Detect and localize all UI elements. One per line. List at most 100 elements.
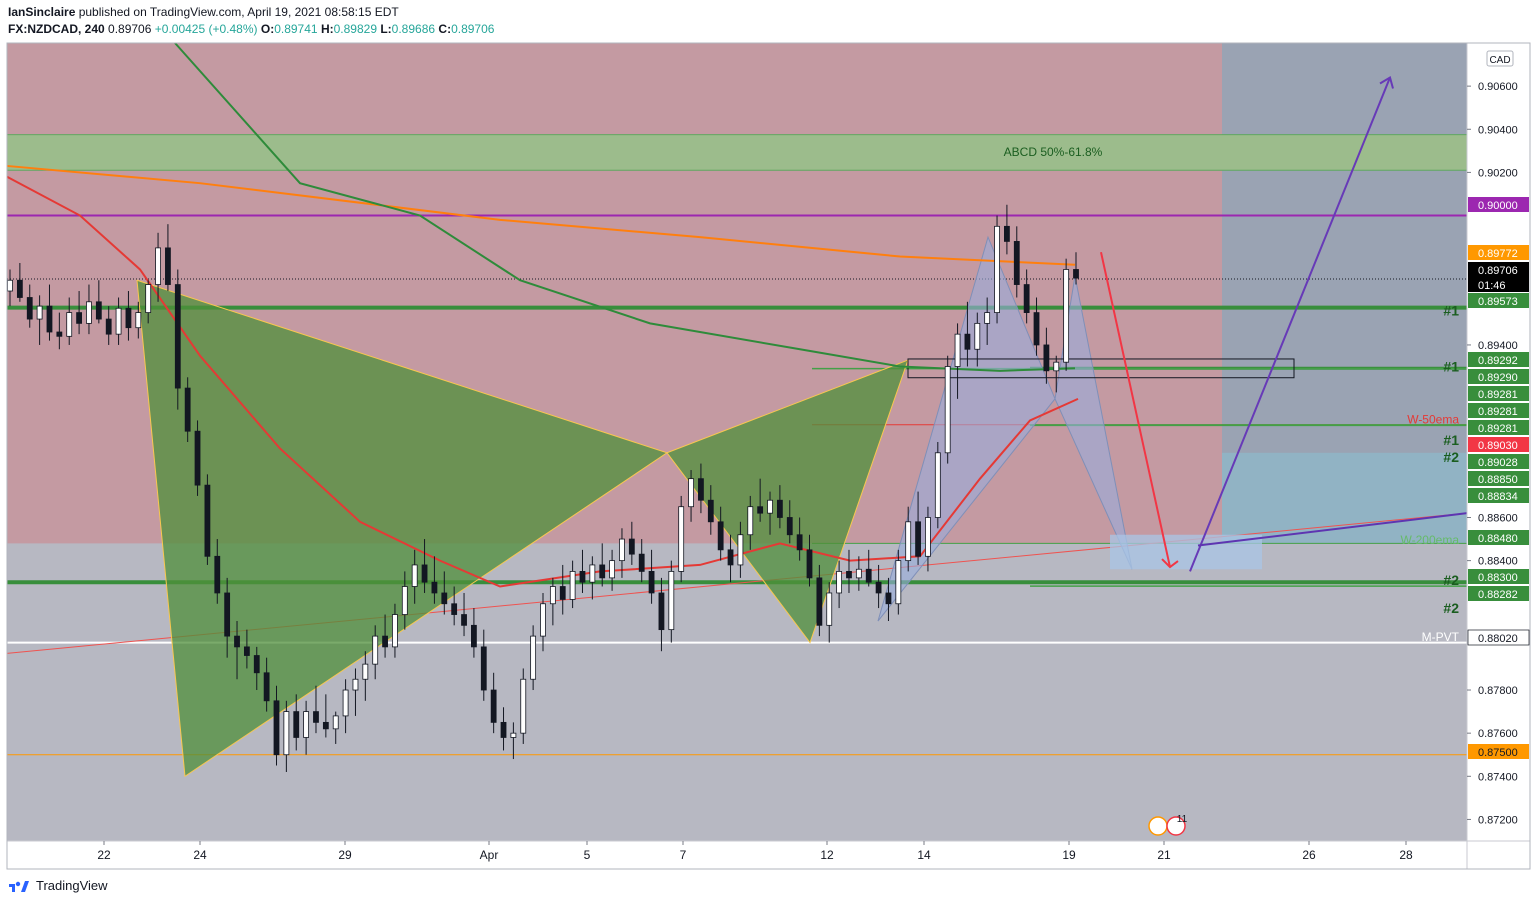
candle — [145, 280, 152, 324]
candle — [1023, 269, 1030, 324]
candle — [451, 586, 458, 626]
candle-body — [66, 312, 73, 337]
candle — [480, 629, 487, 701]
candle — [954, 323, 961, 399]
candle-body — [332, 715, 339, 730]
candle — [579, 549, 586, 593]
price-tag — [1468, 403, 1529, 418]
price-tag-label: 0.89281 — [1478, 389, 1518, 401]
candle — [855, 556, 862, 591]
candle — [737, 521, 744, 578]
candle — [540, 592, 546, 652]
candle — [1073, 252, 1079, 285]
candle — [471, 608, 477, 658]
candle-body — [293, 711, 300, 738]
candle — [362, 651, 369, 701]
candle-body — [944, 366, 951, 454]
close-value: 0.89706 — [451, 22, 495, 36]
candle-body — [283, 711, 290, 756]
candle-body — [214, 555, 221, 594]
candle-body — [599, 564, 606, 579]
candle — [609, 549, 615, 591]
candle — [747, 495, 754, 550]
candle — [964, 301, 971, 367]
candle — [490, 672, 497, 734]
candle — [549, 577, 556, 626]
x-tick-label: 12 — [820, 848, 834, 862]
candle-body — [184, 387, 191, 432]
candle — [214, 539, 221, 604]
low-label: L: — [380, 22, 392, 36]
candle-body — [26, 297, 33, 320]
candle — [836, 560, 843, 609]
candle — [421, 539, 428, 593]
candle — [698, 463, 704, 514]
candle — [36, 295, 43, 345]
ca-event-icon — [1166, 816, 1186, 836]
candle-body — [925, 517, 931, 557]
author-name[interactable]: IanSinclaire — [8, 5, 76, 19]
candle — [589, 556, 596, 600]
candle — [707, 485, 714, 535]
candle-body — [776, 499, 783, 518]
candle — [796, 517, 803, 561]
candle — [322, 694, 329, 738]
candle-body — [1063, 269, 1070, 363]
y-tick-label: 0.87800 — [1478, 685, 1518, 697]
y-tick-label: 0.88600 — [1478, 512, 1518, 524]
candle-body — [500, 721, 507, 738]
symbol-label[interactable]: FX:NZDCAD, 240 — [8, 22, 105, 36]
candle-body — [954, 333, 961, 367]
candle — [332, 711, 339, 744]
price-tag — [1468, 369, 1529, 384]
candle-body — [194, 430, 201, 486]
candle-body — [826, 592, 833, 626]
candle — [86, 284, 92, 335]
candle — [678, 495, 685, 583]
candle — [776, 485, 783, 529]
candle-body — [1053, 361, 1060, 372]
footer-brand[interactable]: TradingView — [36, 878, 108, 893]
price-tag — [1468, 744, 1529, 759]
candle — [125, 291, 132, 341]
candle-body — [984, 312, 991, 324]
high-value: 0.89829 — [333, 22, 377, 36]
price-tag — [1468, 197, 1529, 212]
price-tag-label: 0.89573 — [1478, 296, 1518, 308]
candle — [283, 700, 290, 772]
candle-body — [135, 312, 142, 329]
candle — [352, 668, 359, 716]
candle-body — [609, 560, 615, 579]
candle — [1033, 297, 1040, 356]
annotation-label: W-50ema — [1407, 412, 1459, 426]
candle-body — [855, 568, 862, 579]
candle-body — [579, 571, 586, 583]
price-tag-label: 0.89292 — [1478, 355, 1518, 367]
price-tag — [1468, 530, 1529, 545]
ema-green — [174, 42, 1076, 372]
candle — [934, 442, 941, 529]
candle-body — [510, 732, 517, 738]
candle-body — [678, 506, 685, 572]
candle-body — [36, 305, 43, 320]
price-tag-label: 0.89290 — [1478, 372, 1518, 384]
candle-body — [757, 506, 764, 514]
price-tag — [1468, 420, 1529, 435]
y-tick-label: 0.87200 — [1478, 814, 1518, 826]
candle — [628, 521, 635, 565]
last-price: 0.89706 — [108, 22, 152, 36]
candle-body — [895, 560, 902, 605]
candle-body — [401, 586, 408, 615]
high-label: H: — [320, 22, 334, 36]
candle-body — [125, 307, 132, 329]
countdown-label: 01:46 — [1478, 280, 1506, 292]
candle — [648, 549, 655, 604]
candle-body — [441, 592, 448, 605]
publish-info: IanSinclaire published on TradingView.co… — [8, 5, 399, 19]
price-tag-label: 0.88300 — [1478, 572, 1518, 584]
candle — [520, 668, 527, 744]
candle — [846, 549, 852, 593]
pattern-blue-1 — [877, 235, 1056, 622]
candle-body — [303, 711, 310, 738]
